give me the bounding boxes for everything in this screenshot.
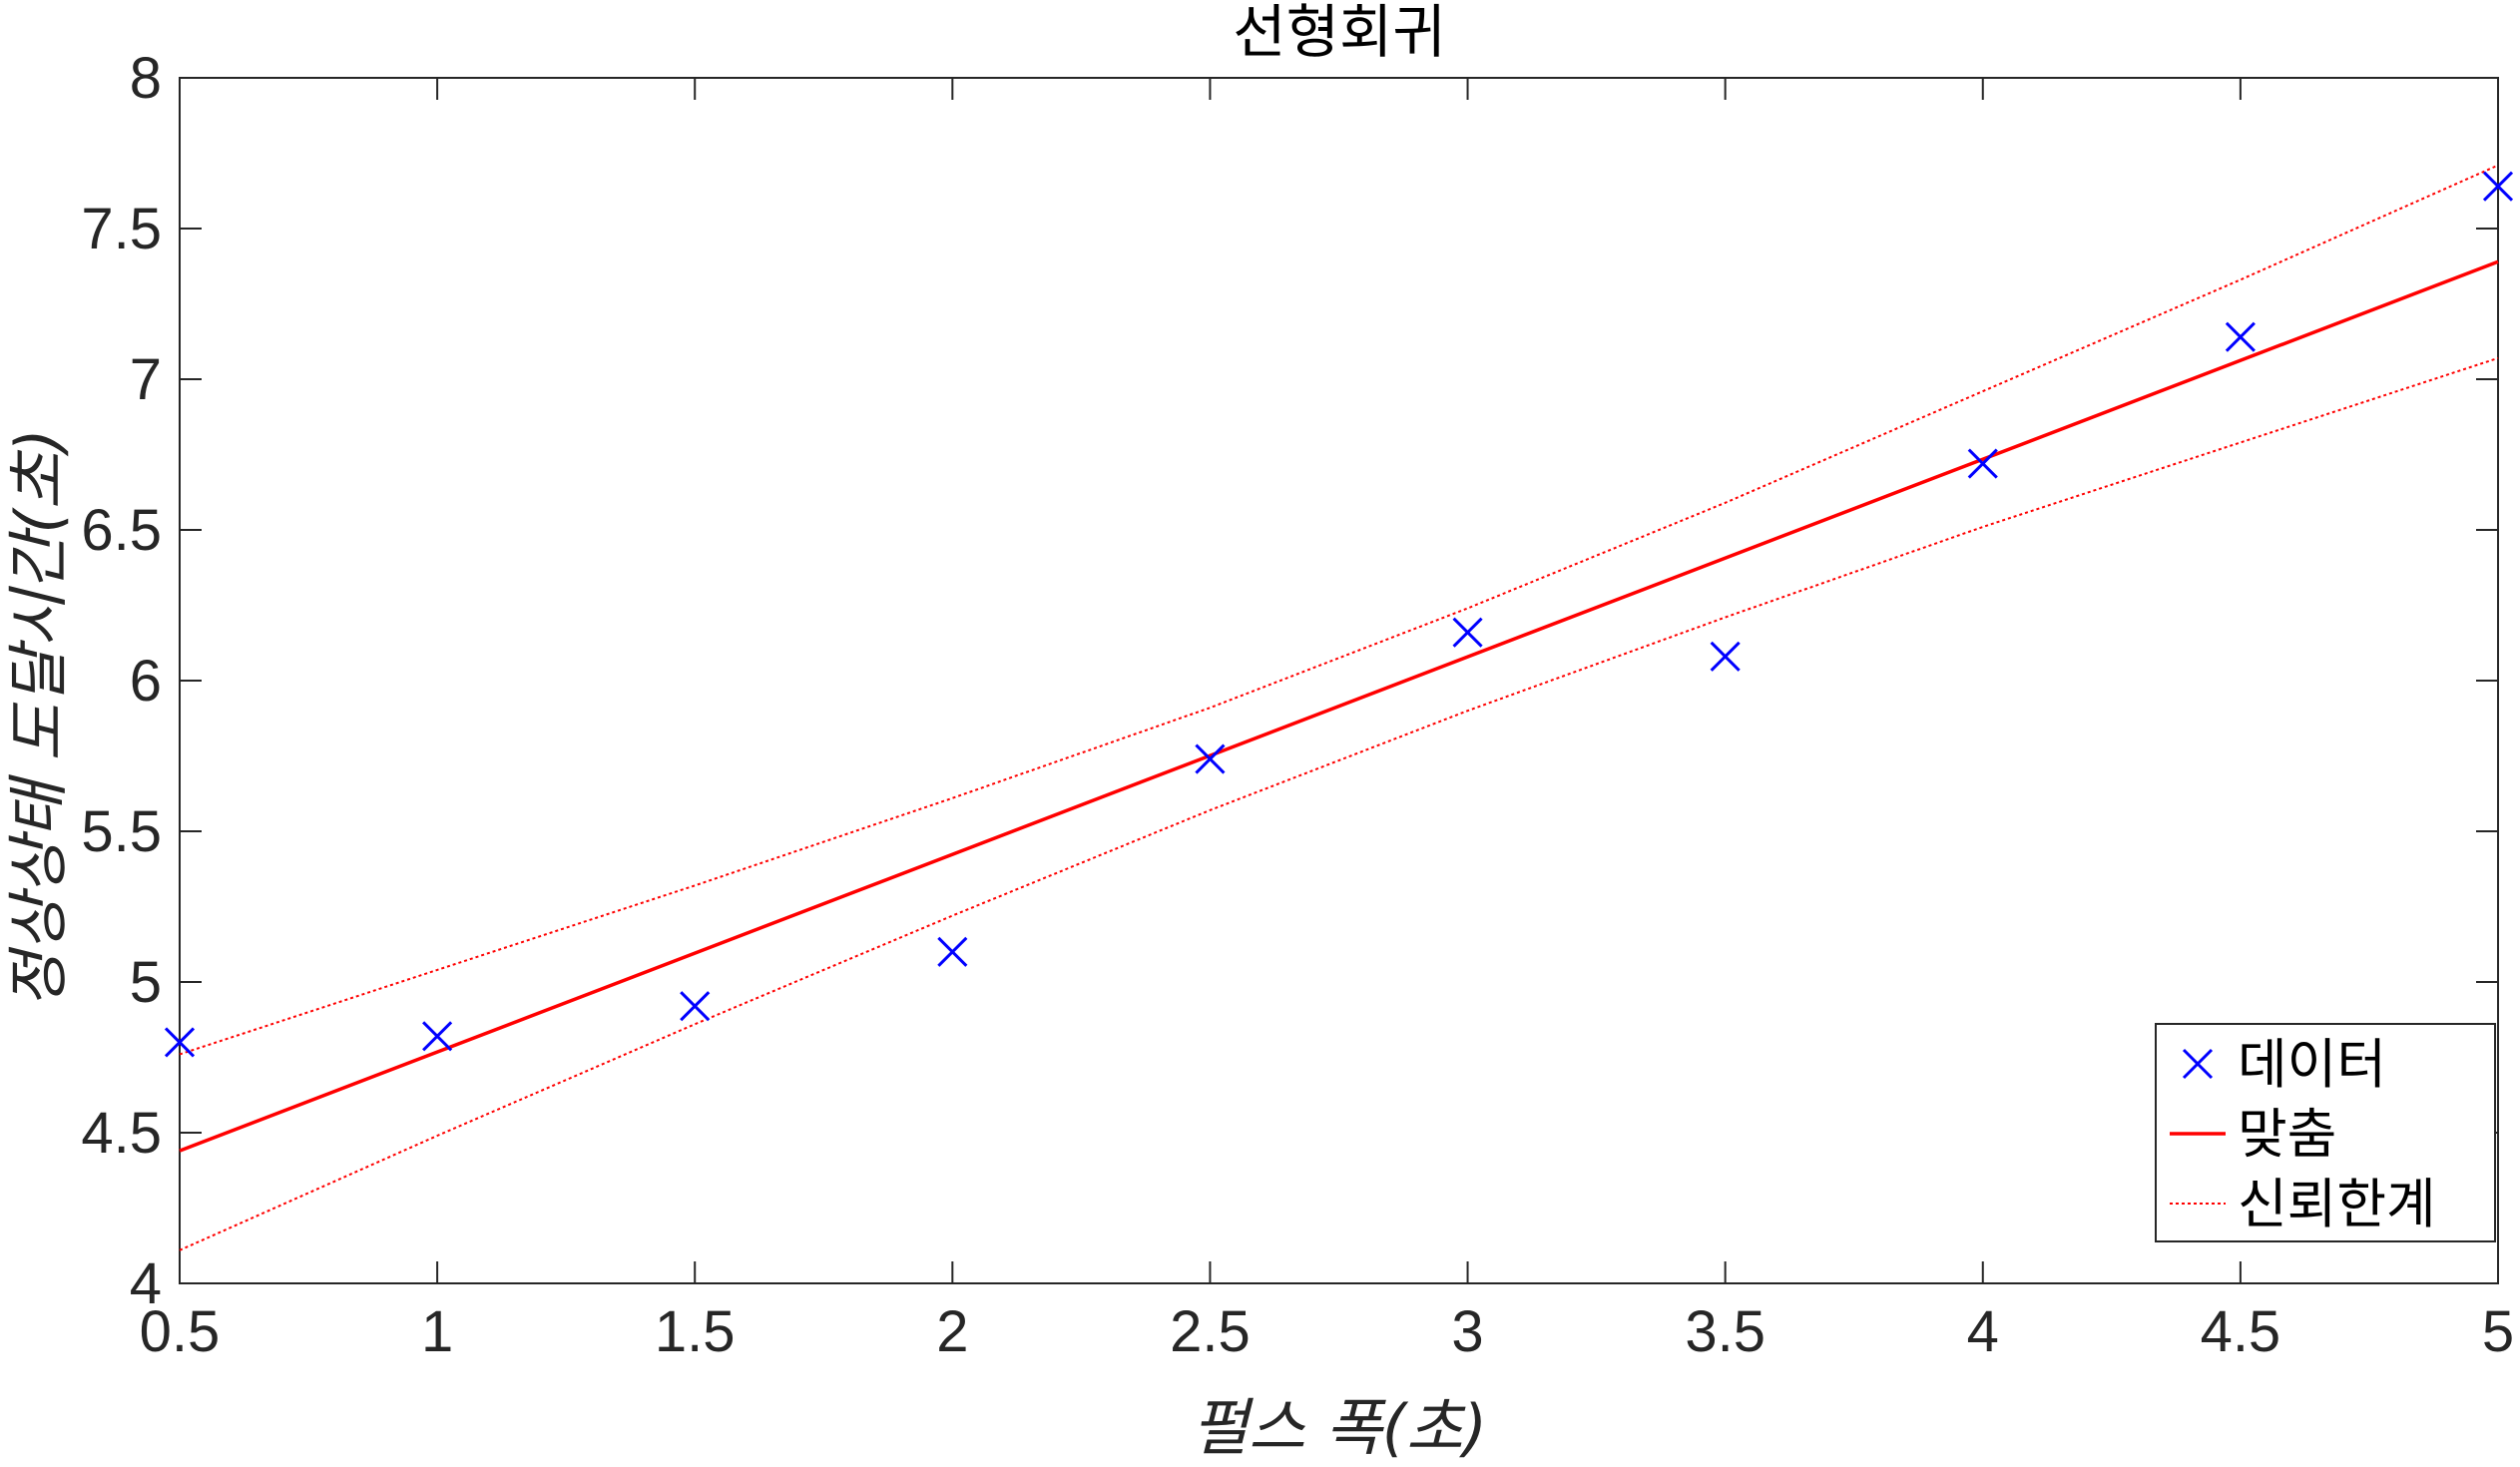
y-tick-label-2: 5	[130, 950, 162, 1015]
x-tick-label-5: 3	[1451, 1299, 1483, 1364]
y-tick-label-7: 7.5	[81, 197, 162, 261]
x-tick-label-6: 3.5	[1685, 1299, 1765, 1364]
x-tick-label-4: 2.5	[1170, 1299, 1251, 1364]
data-point-0	[164, 1027, 196, 1058]
x-tick-label-1: 1	[421, 1299, 453, 1364]
data-point-9	[2482, 171, 2514, 202]
x-tick-label-8: 4.5	[2201, 1299, 2281, 1364]
y-tick-label-3: 5.5	[81, 799, 162, 864]
x-tick-label-0: 0.5	[140, 1299, 221, 1364]
confidence-lower-line	[179, 356, 2499, 1251]
data-point-1	[422, 1021, 453, 1052]
data-point-8	[2225, 321, 2256, 352]
data-point-3	[937, 936, 968, 967]
data-point-5	[1452, 617, 1483, 648]
confidence-upper-line	[179, 164, 2499, 1056]
y-tick-label-8: 8	[130, 46, 162, 111]
legend-label-0: 데이터	[2238, 1033, 2386, 1096]
plot-area: 0.5 1 1.5 2 2.5 3 3.5 4 4.5 5 4 4.5 5 5.5 6 6.5 7 7.5 8	[81, 46, 2514, 1364]
data-point-8-stroke-b	[2225, 321, 2256, 352]
axes-box	[179, 77, 2499, 1284]
data-point-4-stroke-b	[1195, 743, 1226, 774]
data-point-6	[1710, 641, 1741, 672]
data-point-0-stroke-b	[164, 1027, 196, 1058]
data-point-4	[1195, 743, 1226, 774]
legend-label-2: 신뢰한계	[2238, 1173, 2436, 1235]
x-axis-label: 펄스 폭(초)	[1192, 1391, 1487, 1464]
y-tick-label-4: 6	[130, 649, 162, 714]
x-tick-label-3: 2	[936, 1299, 968, 1364]
x-tick-label-9: 5	[2482, 1299, 2514, 1364]
y-tick-label-1: 4.5	[81, 1101, 162, 1166]
y-tick-label-5: 6.5	[81, 498, 162, 563]
data-point-2	[680, 991, 711, 1022]
data-point-1-stroke-b	[422, 1021, 453, 1052]
data-point-3-stroke-b	[937, 936, 968, 967]
data-point-2-stroke-b	[680, 991, 711, 1022]
y-tick-label-0: 4	[130, 1251, 162, 1316]
y-axis-label: 정상상태 도달시간(초)	[2, 428, 75, 1008]
x-tick-label-2: 1.5	[655, 1299, 736, 1364]
data-point-7	[1967, 448, 1998, 479]
data-point-9-stroke-b	[2482, 171, 2514, 202]
chart-title: 선형회귀	[1233, 0, 1445, 66]
data-point-6-stroke-b	[1710, 641, 1741, 672]
legend-marker-data-b	[2182, 1048, 2214, 1080]
fit-line	[179, 259, 2499, 1153]
legend-label-1: 맞춤	[2238, 1103, 2336, 1166]
y-tick-label-6: 7	[130, 347, 162, 412]
x-tick-label-7: 4	[1967, 1299, 1999, 1364]
data-point-5-stroke-b	[1452, 617, 1483, 648]
data-point-7-stroke-b	[1967, 448, 1998, 479]
